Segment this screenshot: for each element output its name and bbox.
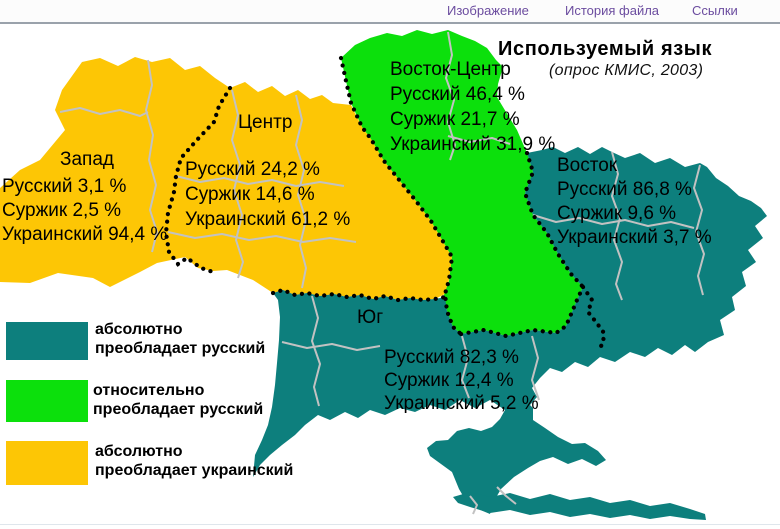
legend-line: абсолютно [95,321,183,338]
legend-line: преобладает русский [93,401,264,418]
footer-divider [0,524,780,525]
legend-item-russian-absolute: абсолютно преобладает русский [95,320,265,358]
legend-swatch-russian-relative [6,380,88,422]
tab-links[interactable]: Ссылки [692,3,738,18]
stat-russian: Русский 86,8 % [557,179,692,200]
stat-surzhyk: Суржик 14,6 % [185,184,315,205]
map-title: Используемый язык [498,38,713,60]
tabs-divider [0,22,780,24]
stat-russian: Русский 24,2 % [185,159,320,180]
stat-ukrainian: Украинский 3,7 % [557,227,712,248]
region-label-west: Русский 3,1 % Суржик 2,5 % Украинский 94… [2,175,167,247]
legend-line: относительно [93,382,205,399]
region-name-west: Запад [60,149,114,170]
legend-line: преобладает русский [95,340,266,357]
stat-ukrainian: Украинский 61,2 % [185,209,351,230]
stat-russian: Русский 3,1 % [2,176,127,197]
region-east-center-shape [341,30,583,336]
tab-file-history[interactable]: История файла [565,3,660,18]
region-name: Восток [557,155,618,176]
stat-ukrainian: Украинский 31,9 % [390,134,556,155]
legend-item-ukrainian-absolute: абсолютно преобладает украинский [95,442,293,480]
legend-line: абсолютно [95,443,183,460]
oblast-borders [59,31,705,515]
legend-swatch-russian-absolute [6,322,88,360]
stat-ukrainian: Украинский 5,2 % [384,393,539,414]
stat-russian: Русский 46,4 % [390,84,525,105]
region-label-south: Русский 82,3 % Суржик 12,4 % Украинский … [384,346,539,415]
stat-russian: Русский 82,3 % [384,347,519,368]
region-label-east: Восток Русский 86,8 % Суржик 9,6 % Украи… [557,154,712,250]
map-subtitle: (опрос КМИС, 2003) [549,62,704,79]
region-label-east-center: Восток-Центр Русский 46,4 % Суржик 21,7 … [390,57,555,157]
tab-image[interactable]: Изображение [447,3,529,18]
stat-surzhyk: Суржик 2,5 % [2,200,122,221]
region-name-south: Юг [357,307,384,328]
region-label-center: Русский 24,2 % Суржик 14,6 % Украинский … [185,157,350,232]
page-content: Используемый язык (опрос КМИС, 2003) Вос… [0,24,780,523]
legend-item-russian-relative: относительно преобладает русский [93,381,263,419]
region-name-center: Центр [238,112,293,133]
region-name: Восток-Центр [390,59,511,80]
legend-line: преобладает украинский [95,462,294,479]
macro-region-borders [163,55,607,353]
legend-swatch-ukrainian-absolute [6,441,88,485]
page-tabs-bar: Изображение История файла Ссылки [0,0,780,22]
region-east-south-shape [253,147,767,514]
stat-surzhyk: Суржик 9,6 % [557,203,677,224]
stat-ukrainian: Украинский 94,4 % [2,224,168,245]
stat-surzhyk: Суржик 21,7 % [390,109,520,130]
stat-surzhyk: Суржик 12,4 % [384,370,514,391]
crimea-coast-strip-shape [453,492,706,520]
ukraine-language-map-image[interactable]: Используемый язык (опрос КМИС, 2003) Вос… [0,24,780,523]
